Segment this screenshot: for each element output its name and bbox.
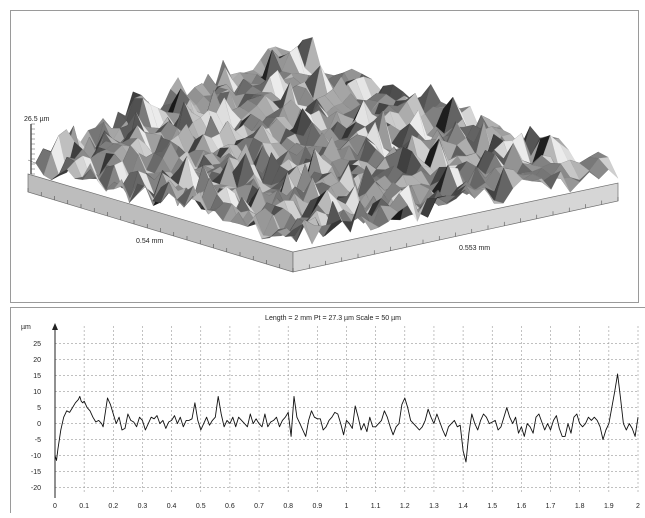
y-axis-unit-label: µm xyxy=(21,324,31,331)
height-scale-ticks xyxy=(31,123,35,175)
x-tick-label: 0.6 xyxy=(225,503,235,510)
chart-title: Length = 2 mm Pt = 27.3 µm Scale = 50 µm xyxy=(265,315,401,322)
height-scale-label: 26.5 µm xyxy=(24,116,50,123)
x-tick-label: 0.5 xyxy=(196,503,206,510)
profile-chart-panel: Length = 2 mm Pt = 27.3 µm Scale = 50 µm… xyxy=(10,307,645,513)
y-tick-label: 0 xyxy=(37,421,41,428)
y-tick-label: -10 xyxy=(31,453,41,460)
surface-y-dimension-label: 0.553 mm xyxy=(459,245,490,252)
x-tick-label: 0.3 xyxy=(138,503,148,510)
x-tick-label: 1.8 xyxy=(575,503,585,510)
y-tick-labels: 25 20 15 10 5 0 -5 -10 -15 -20 xyxy=(31,341,41,492)
y-axis-arrow-icon xyxy=(52,323,58,330)
x-tick-label: 0.8 xyxy=(283,503,293,510)
x-tick-label: 0 xyxy=(53,503,57,510)
y-tick-label: -15 xyxy=(31,469,41,476)
x-tick-label: 1.1 xyxy=(371,503,381,510)
x-tick-label: 1.2 xyxy=(400,503,410,510)
x-tick-label: 1.7 xyxy=(546,503,556,510)
surface-3d-panel: 26.5 µm 0.54 mm 0.553 mm xyxy=(10,10,639,303)
profile-series-line-0 xyxy=(54,373,639,463)
profile-chart: Length = 2 mm Pt = 27.3 µm Scale = 50 µm… xyxy=(21,315,640,510)
x-tick-label: 1.4 xyxy=(458,503,468,510)
x-tick-label: 0.7 xyxy=(254,503,264,510)
x-tick-label: 0.9 xyxy=(312,503,322,510)
chart-grid xyxy=(54,326,639,494)
y-tick-label: 15 xyxy=(33,373,41,380)
x-tick-label: 2 xyxy=(636,503,640,510)
y-tick-label: 20 xyxy=(33,357,41,364)
profile-series xyxy=(54,373,639,463)
surface-3d-view: 26.5 µm 0.54 mm 0.553 mm xyxy=(24,36,619,273)
surface-facet xyxy=(284,223,303,237)
y-tick-label: 10 xyxy=(33,389,41,396)
x-tick-labels: 0 0.1 0.2 0.3 0.4 0.5 0.6 0.7 0.8 0.9 1 1.1 1.2 1.3 1.… xyxy=(53,503,640,510)
y-tick-label: -20 xyxy=(31,485,41,492)
x-tick-label: 0.1 xyxy=(79,503,89,510)
surface-mesh xyxy=(27,36,619,245)
x-tick-label: 0.4 xyxy=(167,503,177,510)
surface-base-ticks xyxy=(27,188,619,272)
y-tick-label: -5 xyxy=(35,437,41,444)
x-tick-label: 1.6 xyxy=(517,503,527,510)
y-tick-label: 5 xyxy=(37,405,41,412)
y-tick-label: 25 xyxy=(33,341,41,348)
x-tick-label: 1.9 xyxy=(604,503,614,510)
x-tick-label: 1.3 xyxy=(429,503,439,510)
surface-x-dimension-label: 0.54 mm xyxy=(136,238,163,245)
x-tick-label: 1 xyxy=(345,503,349,510)
x-tick-label: 0.2 xyxy=(108,503,118,510)
x-tick-label: 1.5 xyxy=(487,503,497,510)
